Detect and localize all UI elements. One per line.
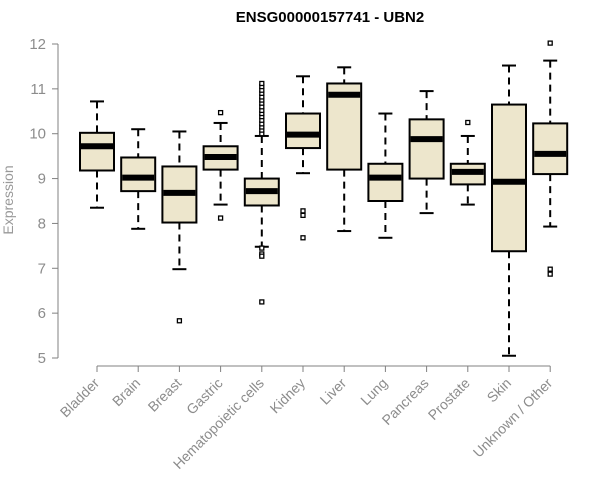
outlier-point (465, 119, 471, 126)
box-lung (367, 112, 404, 239)
plot-area (79, 40, 569, 357)
box-brain (120, 128, 157, 230)
y-tick-label: 6 (38, 305, 46, 322)
y-axis: 5 6 7 8 9 10 11 12 (29, 36, 59, 367)
outlier-point (547, 271, 553, 277)
box-liver (326, 66, 363, 233)
box-pancreas (408, 90, 445, 215)
outlier-point (259, 253, 265, 259)
iqr-box (491, 103, 527, 253)
x-tick-label: Prostate (425, 375, 473, 423)
outlier-point (217, 215, 224, 221)
y-tick-label: 7 (38, 260, 46, 277)
iqr-box (285, 112, 321, 150)
box-unknown-other (532, 40, 569, 277)
y-tick-label: 10 (29, 126, 46, 143)
y-tick-label: 11 (30, 81, 46, 98)
box-gastric (202, 109, 239, 221)
iqr-box (367, 162, 404, 202)
x-tick-label: Bladder (57, 375, 103, 421)
iqr-box (79, 131, 115, 172)
x-tick-label: Lung (357, 375, 390, 408)
y-tick-label: 8 (38, 215, 46, 232)
outlier-point (176, 318, 183, 324)
outlier-point (300, 235, 306, 241)
box-kidney (285, 75, 321, 241)
outlier-point (300, 208, 306, 214)
x-tick-label: Kidney (267, 375, 309, 417)
box-bladder (79, 100, 115, 209)
y-tick-label: 5 (38, 350, 46, 367)
box-breast (161, 130, 198, 324)
x-tick-label: Skin (484, 375, 515, 406)
iqr-box (408, 118, 445, 180)
outlier-point (217, 109, 224, 116)
x-tick-label: Brain (109, 375, 143, 409)
box-skin (491, 64, 527, 357)
outlier-point (300, 212, 306, 219)
box-hematopoietic-cells (243, 80, 280, 305)
outlier-point (547, 40, 553, 46)
iqr-box (532, 122, 569, 176)
outlier-point (259, 80, 265, 87)
y-tick-label: 12 (29, 36, 46, 53)
y-tick-label: 9 (38, 171, 46, 188)
chart-title: ENSG00000157741 - UBN2 (236, 9, 424, 26)
x-tick-label: Liver (317, 375, 350, 408)
box-prostate (449, 119, 486, 206)
outlier-point (259, 299, 265, 305)
outlier-point (259, 245, 265, 251)
y-axis-label: Expression (0, 165, 16, 234)
outlier-point (547, 266, 553, 272)
iqr-box (326, 82, 363, 171)
iqr-box (120, 156, 157, 193)
x-tick-label: Breast (145, 375, 185, 415)
